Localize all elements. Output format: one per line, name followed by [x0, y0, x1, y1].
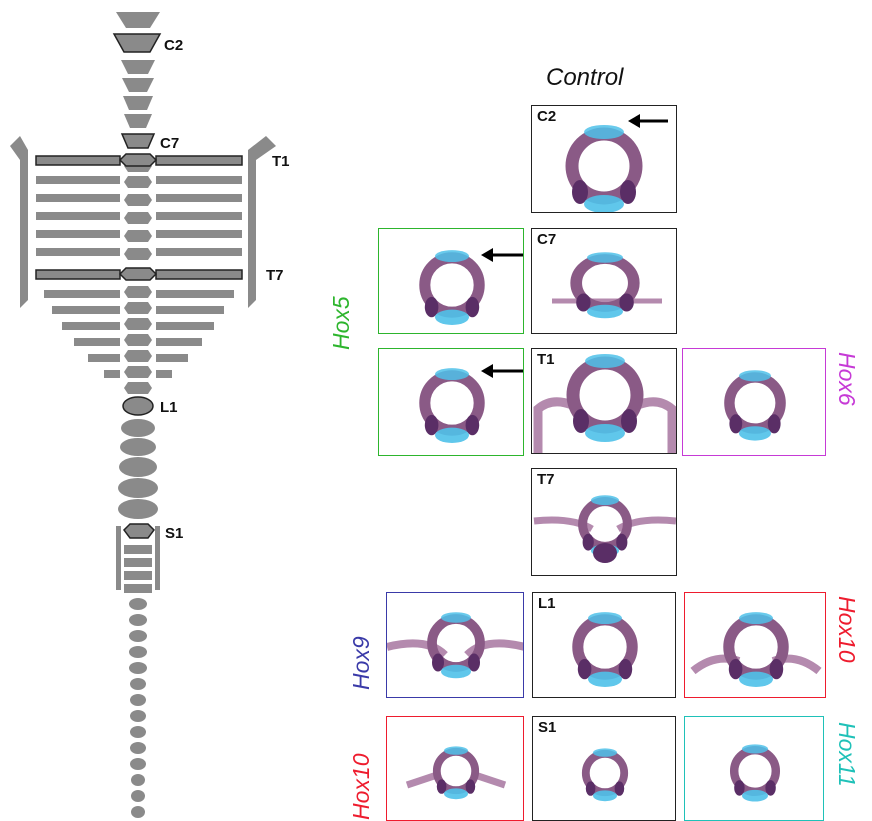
panel-hox5-t1 — [378, 348, 524, 456]
panel-hox10-s1 — [386, 716, 524, 821]
panel-control-s1: S1 — [532, 716, 676, 821]
vertebra-t7 — [118, 267, 158, 281]
label-c7: C7 — [160, 135, 179, 152]
rib-t7-right — [155, 269, 243, 280]
hox6-label: Hox6 — [834, 352, 860, 406]
control-title: Control — [546, 64, 624, 91]
panel-label: L1 — [538, 595, 556, 612]
rib-t7-left — [35, 269, 121, 280]
panel-label: T1 — [537, 351, 555, 368]
skeleton-schematic: C2 C7 T1 T7 L1 S1 — [10, 12, 290, 818]
panel-control-c2: C2 — [531, 105, 677, 213]
panel-label: C7 — [537, 231, 557, 248]
hox10-left-label: Hox10 — [348, 753, 374, 820]
vertebra-c2 — [112, 33, 162, 53]
rib-t1-left — [35, 155, 121, 166]
panel-hox10-l1 — [684, 592, 826, 698]
hox11-label: Hox11 — [834, 722, 860, 787]
vertebra-c7 — [120, 133, 156, 149]
panel-label: C2 — [537, 108, 557, 125]
panel-hox6-t1 — [682, 348, 826, 456]
label-t7: T7 — [266, 267, 284, 284]
rib-t1-right — [155, 155, 243, 166]
hox5-label: Hox5 — [328, 296, 354, 350]
panel-control-l1: L1 — [532, 592, 676, 698]
panel-hox5-c7 — [378, 228, 524, 334]
label-c2: C2 — [164, 37, 183, 54]
vertebra-t1 — [118, 153, 158, 167]
label-s1: S1 — [165, 525, 183, 542]
label-l1: L1 — [160, 399, 178, 416]
panel-control-t7: T7 — [531, 468, 677, 576]
hox9-label: Hox9 — [348, 636, 374, 690]
panel-hox11-s1 — [684, 716, 824, 821]
vertebra-s1 — [123, 523, 155, 539]
hox10-right-label: Hox10 — [834, 596, 860, 663]
vertebra-l1 — [122, 396, 154, 416]
panel-control-c7: C7 — [531, 228, 677, 334]
panel-control-t1: T1 — [531, 348, 677, 454]
panel-hox9-l1 — [386, 592, 524, 698]
panel-label: S1 — [538, 719, 557, 736]
panel-label: T7 — [537, 471, 555, 488]
label-t1: T1 — [272, 153, 290, 170]
